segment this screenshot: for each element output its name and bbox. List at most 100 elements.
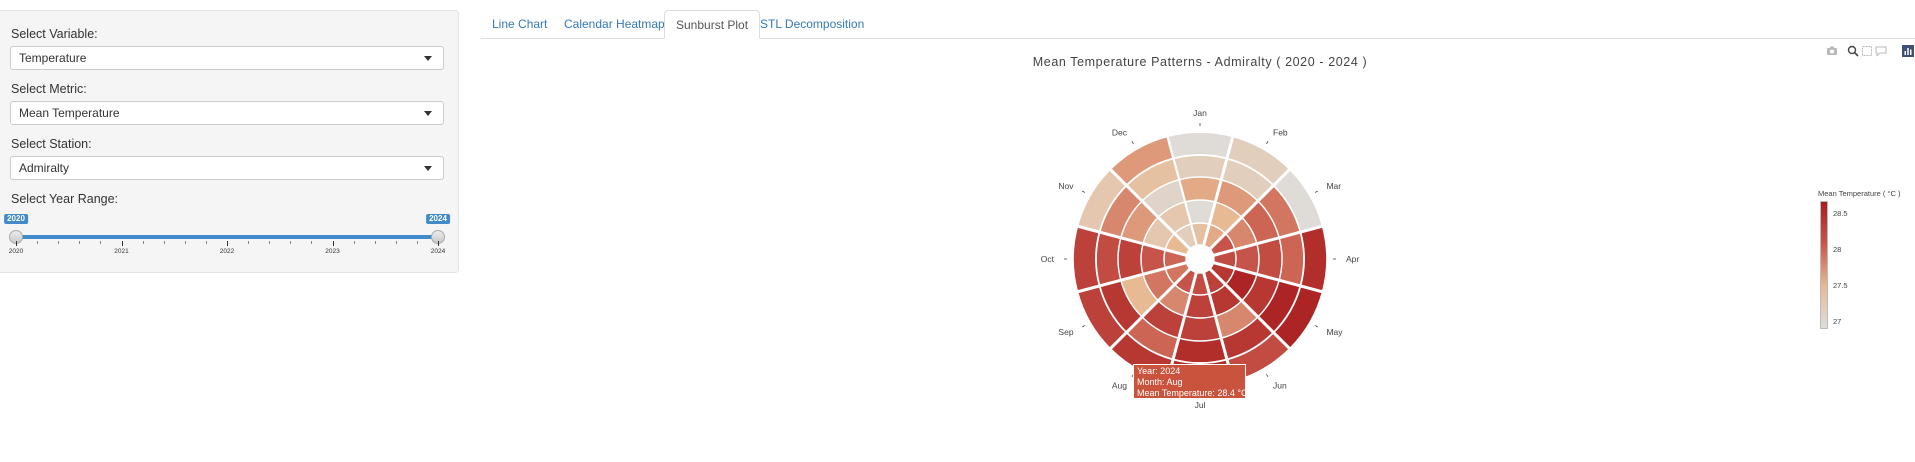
month-separator <box>1076 261 1187 294</box>
angular-tick <box>1314 325 1318 328</box>
month-label: Jul <box>1195 400 1206 410</box>
slider-major-tick <box>332 241 334 246</box>
variable-select[interactable]: Temperature <box>10 46 444 70</box>
colorbar-tick: 28 <box>1833 245 1842 254</box>
center-hole <box>1186 245 1214 273</box>
tab-label: Calendar Heatmap <box>564 17 665 31</box>
metric-label: Select Metric: <box>11 82 87 96</box>
sunburst-segment-oct-2023[interactable] <box>1095 231 1122 287</box>
tooltip-year: Year: 2024 <box>1137 366 1181 376</box>
variable-label: Select Variable: <box>11 27 98 41</box>
month-separator <box>1208 267 1291 350</box>
month-separator <box>1202 135 1235 246</box>
slider-minor-tick <box>163 241 165 244</box>
angular-tick <box>1266 141 1269 145</box>
month-separator <box>1213 261 1324 294</box>
comment-icon[interactable] <box>1875 44 1887 57</box>
month-separator <box>1076 224 1187 257</box>
sunburst-segment-dec-2024[interactable] <box>1108 135 1175 187</box>
slider-selected-range[interactable] <box>16 235 438 239</box>
station-label: Select Station: <box>11 137 92 151</box>
sunburst-segment-jul-2023[interactable] <box>1172 337 1228 364</box>
month-label: Jan <box>1193 108 1207 118</box>
slider-minor-tick <box>311 241 313 244</box>
month-label: Aug <box>1112 380 1127 390</box>
slider-minor-tick <box>290 241 292 244</box>
year-range-label: Select Year Range: <box>11 192 119 206</box>
station-select-value: Admiralty <box>19 161 70 175</box>
colorbar-tick: 28.5 <box>1833 209 1848 218</box>
zoom-icon[interactable] <box>1847 44 1859 57</box>
slider-minor-tick <box>184 241 186 244</box>
slider-to-value: 2024 <box>426 214 450 224</box>
month-label: Nov <box>1058 181 1074 191</box>
tab-label: Line Chart <box>492 17 548 31</box>
metric-select-value: Mean Temperature <box>19 106 120 120</box>
plotly-logo-icon[interactable] <box>1902 44 1914 57</box>
month-separator <box>1109 267 1192 350</box>
chevron-down-icon <box>424 56 432 61</box>
month-label: Feb <box>1273 128 1288 138</box>
tab-label: STL Decomposition <box>760 17 865 31</box>
sunburst-segment-jan-2024[interactable] <box>1166 131 1234 160</box>
colorbar-tick: 27 <box>1833 317 1842 326</box>
variable-select-value: Temperature <box>19 51 87 65</box>
tab-calendar-heatmap[interactable]: Calendar Heatmap <box>553 10 676 39</box>
sunburst-segment-jan-2023[interactable] <box>1172 154 1228 181</box>
colorbar-gradient <box>1820 201 1828 329</box>
camera-icon[interactable] <box>1826 44 1838 56</box>
angular-tick <box>1082 325 1086 328</box>
month-separator <box>1165 272 1198 383</box>
sunburst-segment-oct-2024[interactable] <box>1072 225 1101 293</box>
slider-minor-tick <box>269 241 271 244</box>
colorbar-tick: 27.5 <box>1833 281 1848 290</box>
box-select-icon[interactable] <box>1861 44 1873 56</box>
slider-minor-tick <box>100 241 102 244</box>
month-label: May <box>1326 327 1343 337</box>
slider-minor-tick <box>37 241 39 244</box>
chevron-down-icon <box>424 166 432 171</box>
station-select[interactable]: Admiralty <box>10 156 444 180</box>
month-separator <box>1202 272 1235 383</box>
slider-minor-tick <box>248 241 250 244</box>
month-separator <box>1109 168 1192 251</box>
angular-tick <box>1266 373 1269 377</box>
metric-select[interactable]: Mean Temperature <box>10 101 444 125</box>
sunburst-segment-apr-2024[interactable] <box>1299 225 1328 293</box>
month-separator <box>1208 168 1291 251</box>
slider-major-tick <box>438 241 439 246</box>
slider-minor-tick <box>205 241 207 244</box>
month-label: Apr <box>1346 254 1359 264</box>
tab-label: Sunburst Plot <box>676 18 749 32</box>
month-label: Dec <box>1112 128 1128 138</box>
colorbar-title: Mean Temperature ( °C ) <box>1818 189 1901 198</box>
tab-stl-decomposition[interactable]: STL Decomposition <box>749 10 875 39</box>
month-label: Sep <box>1058 327 1073 337</box>
slider-minor-tick <box>416 241 418 244</box>
month-separator <box>1213 224 1324 257</box>
slider-major-tick <box>16 241 17 246</box>
sunburst-segment-apr-2023[interactable] <box>1278 231 1305 287</box>
angular-tick <box>1314 190 1318 193</box>
chevron-down-icon <box>424 111 432 116</box>
angular-tick <box>1131 141 1134 145</box>
tab-sunburst-plot[interactable]: Sunburst Plot <box>664 10 761 39</box>
slider-minor-tick <box>353 241 355 244</box>
slider-major-tick <box>227 241 228 246</box>
angular-tick <box>1082 190 1086 193</box>
slider-tick-label: 2024 <box>430 248 446 255</box>
chart-title: Mean Temperature Patterns - Admiralty ( … <box>1032 55 1368 69</box>
sidebar-panel: Select Variable: Temperature Select Metr… <box>0 10 459 273</box>
slider-from-value: 2020 <box>4 214 28 224</box>
tooltip-value: Mean Temperature: 28.4 °C <box>1137 388 1248 398</box>
year-range-slider[interactable]: 2020 2024 2020 2021 2022 2023 2024 <box>4 214 450 261</box>
slider-tick-label: 2021 <box>114 248 129 255</box>
slider-minor-tick <box>58 241 60 244</box>
tab-line-chart[interactable]: Line Chart <box>481 10 558 39</box>
slider-tick-label: 2022 <box>219 248 235 255</box>
hover-tooltip: Year: 2024 Month: Aug Mean Temperature: … <box>1133 364 1248 399</box>
slider-minor-tick <box>142 241 144 244</box>
month-label: Mar <box>1326 181 1341 191</box>
tooltip-month: Month: Aug <box>1137 377 1183 387</box>
